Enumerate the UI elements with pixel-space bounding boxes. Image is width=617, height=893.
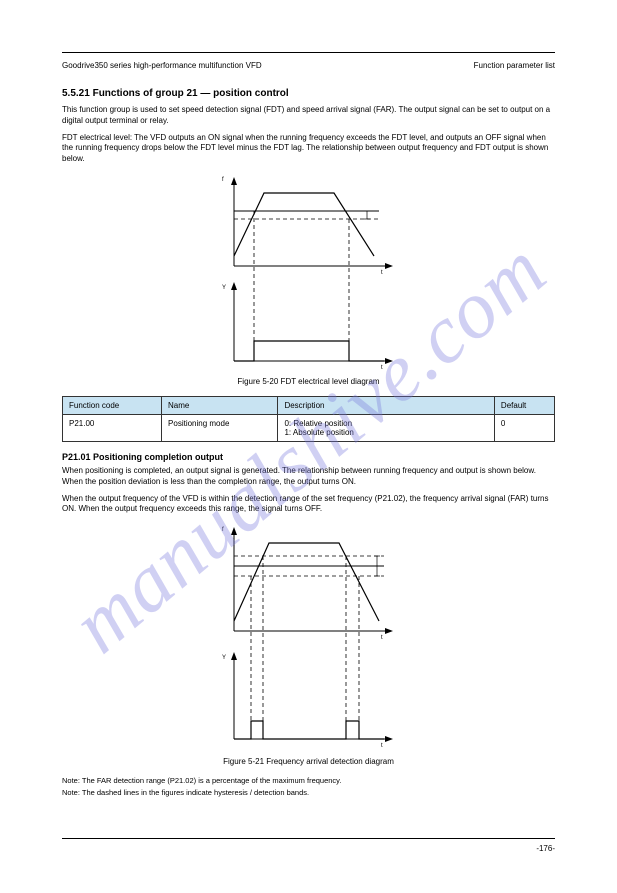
fig2-y2: Y xyxy=(222,655,226,661)
page-container: Goodrive350 series high-performance mult… xyxy=(0,0,617,893)
header-rule xyxy=(62,52,555,53)
th-desc: Description xyxy=(278,396,494,414)
figure-1: f t Y t xyxy=(62,171,555,373)
param-table: Function code Name Description Default P… xyxy=(62,396,555,442)
subsection-title: P21.01 Positioning completion output xyxy=(62,452,555,462)
table-row: P21.00 Positioning mode 0: Relative posi… xyxy=(63,414,555,441)
fig1-ylabel: f xyxy=(222,177,224,183)
td-desc: 0: Relative position 1: Absolute positio… xyxy=(278,414,494,441)
fig1-y2: Y xyxy=(222,285,226,291)
page-footer: -176- xyxy=(62,844,555,853)
footer-rule xyxy=(62,838,555,839)
header-right: Function parameter list xyxy=(474,61,555,70)
figure-1-caption: Figure 5-20 FDT electrical level diagram xyxy=(62,377,555,386)
td-code: P21.00 xyxy=(63,414,162,441)
th-name: Name xyxy=(162,396,278,414)
note-1: Note: The FAR detection range (P21.02) i… xyxy=(62,776,555,786)
figure-2-caption: Figure 5-21 Frequency arrival detection … xyxy=(62,757,555,766)
th-code: Function code xyxy=(63,396,162,414)
fig2-xlabel: t xyxy=(381,635,383,641)
figure-2: f t Y t xyxy=(62,521,555,753)
note-2: Note: The dashed lines in the figures in… xyxy=(62,788,555,798)
th-default: Default xyxy=(494,396,554,414)
far-diagram: f t Y t xyxy=(219,521,399,751)
table-header-row: Function code Name Description Default xyxy=(63,396,555,414)
paragraph-2: FDT electrical level: The VFD outputs an… xyxy=(62,133,555,165)
page-header: Goodrive350 series high-performance mult… xyxy=(62,61,555,70)
td-default: 0 xyxy=(494,414,554,441)
paragraph-4: When the output frequency of the VFD is … xyxy=(62,494,555,516)
fdt-diagram: f t Y t xyxy=(219,171,399,371)
section-title-1: 5.5.21 Functions of group 21 — position … xyxy=(62,88,555,99)
fig1-xlabel: t xyxy=(381,270,383,276)
fig2-x2: t xyxy=(381,743,383,749)
paragraph-1: This function group is used to set speed… xyxy=(62,105,555,127)
fig1-x2: t xyxy=(381,365,383,371)
paragraph-3: When positioning is completed, an output… xyxy=(62,466,555,488)
td-name: Positioning mode xyxy=(162,414,278,441)
header-left: Goodrive350 series high-performance mult… xyxy=(62,61,262,70)
footer-right: -176- xyxy=(536,844,555,853)
fig2-ylabel: f xyxy=(222,527,224,533)
